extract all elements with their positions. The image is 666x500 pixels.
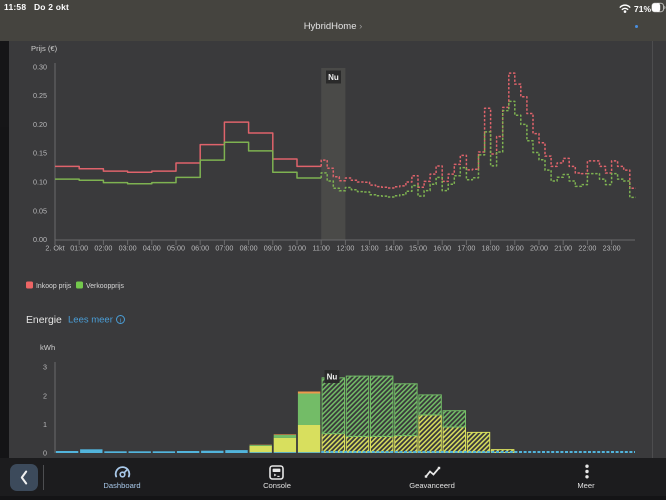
svg-text:07:00: 07:00 <box>215 244 233 253</box>
svg-text:02:00: 02:00 <box>94 244 112 253</box>
svg-text:12:00: 12:00 <box>336 244 354 253</box>
svg-text:0.15: 0.15 <box>33 149 47 158</box>
svg-text:2. Okt: 2. Okt <box>45 244 64 253</box>
svg-text:17:00: 17:00 <box>457 244 475 253</box>
svg-text:01:00: 01:00 <box>70 244 88 253</box>
svg-text:09:00: 09:00 <box>264 244 282 253</box>
svg-text:1: 1 <box>43 420 47 429</box>
svg-text:19:00: 19:00 <box>506 244 524 253</box>
svg-text:Nu: Nu <box>328 73 339 82</box>
svg-text:16:00: 16:00 <box>433 244 451 253</box>
svg-text:0.10: 0.10 <box>33 178 47 187</box>
svg-text:06:00: 06:00 <box>191 244 209 253</box>
svg-text:3: 3 <box>43 363 47 372</box>
svg-text:Inkoop prijs: Inkoop prijs <box>36 283 72 290</box>
svg-text:0.20: 0.20 <box>33 120 47 129</box>
svg-text:23:00: 23:00 <box>603 244 621 253</box>
svg-text:11:00: 11:00 <box>312 244 329 253</box>
svg-text:13:00: 13:00 <box>361 244 379 253</box>
svg-text:0.05: 0.05 <box>33 206 47 215</box>
svg-text:22:00: 22:00 <box>578 244 596 253</box>
svg-text:18:00: 18:00 <box>482 244 500 253</box>
svg-text:Prijs (€): Prijs (€) <box>31 44 58 53</box>
svg-text:0.30: 0.30 <box>33 62 47 71</box>
svg-text:2: 2 <box>43 391 47 400</box>
svg-text:Nu: Nu <box>327 372 338 381</box>
svg-text:08:00: 08:00 <box>240 244 258 253</box>
svg-text:kWh: kWh <box>40 343 55 352</box>
svg-text:20:00: 20:00 <box>530 244 548 253</box>
svg-text:03:00: 03:00 <box>119 244 137 253</box>
svg-text:05:00: 05:00 <box>167 244 185 253</box>
svg-text:Lees meer: Lees meer <box>68 315 113 326</box>
svg-text:Verkoopprijs: Verkoopprijs <box>86 283 124 290</box>
svg-text:04:00: 04:00 <box>143 244 161 253</box>
svg-text:21:00: 21:00 <box>554 244 572 253</box>
svg-text:Energie: Energie <box>26 315 62 326</box>
svg-text:14:00: 14:00 <box>385 244 403 253</box>
svg-text:15:00: 15:00 <box>409 244 427 253</box>
svg-text:0.00: 0.00 <box>33 235 47 244</box>
svg-text:10:00: 10:00 <box>288 244 306 253</box>
svg-text:0.25: 0.25 <box>33 91 47 100</box>
svg-text:71%: 71% <box>634 4 651 14</box>
svg-text:i: i <box>120 318 121 325</box>
svg-text:0: 0 <box>43 449 47 458</box>
